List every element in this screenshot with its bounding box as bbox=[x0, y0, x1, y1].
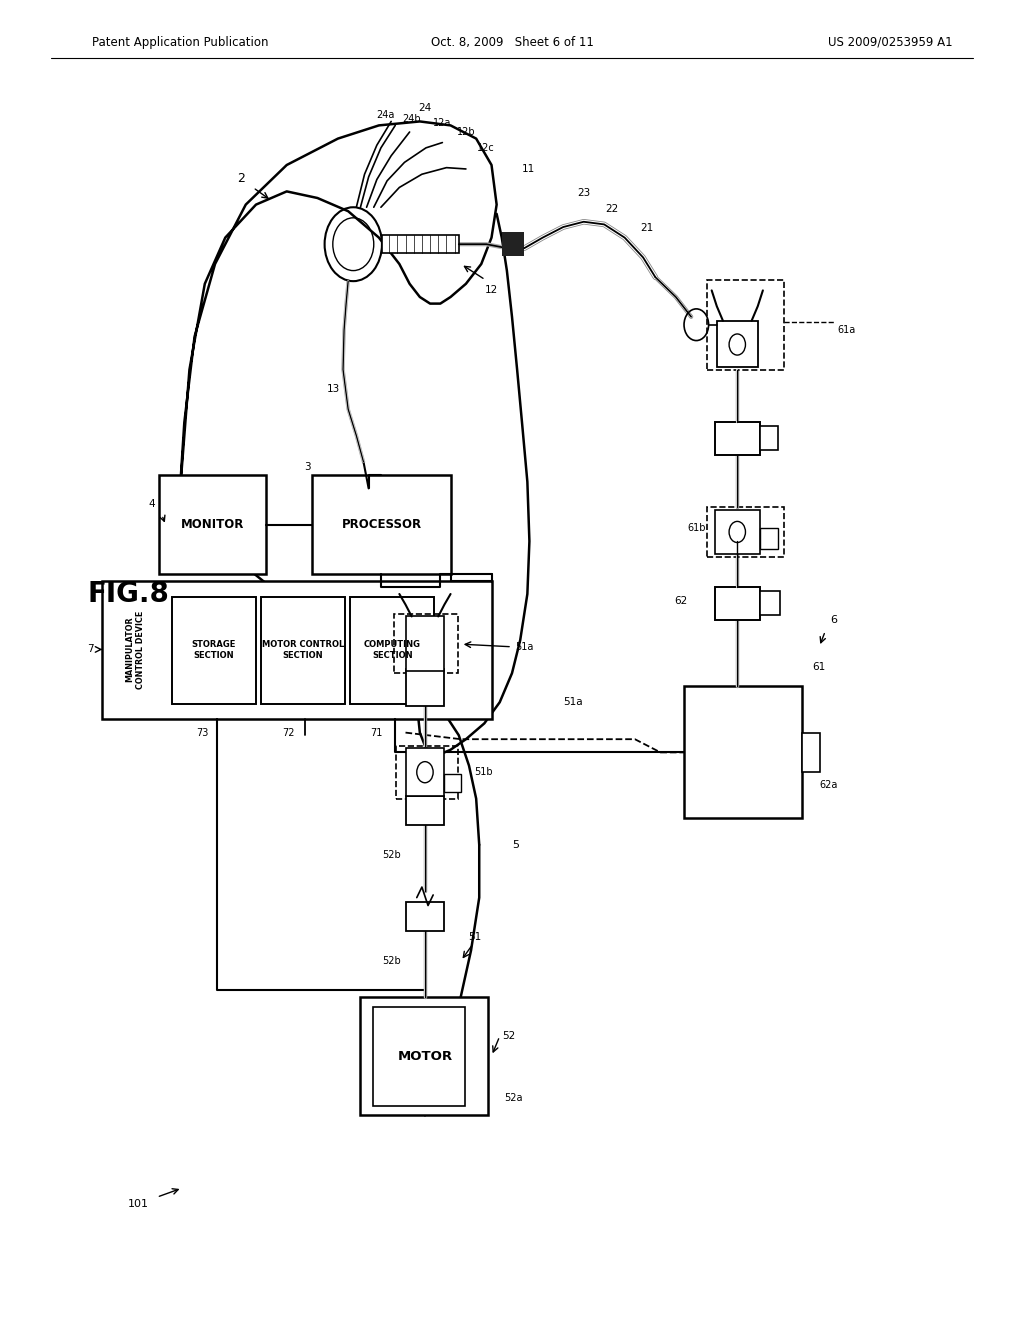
Text: 13: 13 bbox=[328, 384, 340, 395]
Bar bbox=[394, 614, 458, 673]
Bar bbox=[760, 426, 778, 450]
Text: 12: 12 bbox=[485, 285, 498, 296]
Text: 52b: 52b bbox=[383, 956, 401, 966]
Text: 73: 73 bbox=[197, 727, 209, 738]
Text: 22: 22 bbox=[606, 203, 618, 214]
Bar bbox=[406, 616, 444, 671]
Text: 62: 62 bbox=[675, 595, 687, 606]
Text: 5: 5 bbox=[512, 840, 519, 850]
Text: MONITOR: MONITOR bbox=[181, 519, 244, 531]
Bar bbox=[360, 997, 488, 1115]
Text: 62a: 62a bbox=[819, 780, 838, 791]
Bar bbox=[406, 748, 444, 796]
Text: 12c: 12c bbox=[476, 143, 495, 153]
Text: 3: 3 bbox=[304, 462, 310, 473]
Text: 23: 23 bbox=[578, 187, 590, 198]
Bar bbox=[261, 597, 345, 704]
Bar bbox=[444, 774, 461, 792]
Bar bbox=[159, 475, 266, 574]
Bar bbox=[760, 591, 780, 615]
Bar bbox=[715, 510, 760, 554]
Text: 24b: 24b bbox=[402, 114, 421, 124]
Bar bbox=[396, 746, 458, 799]
Text: 52a: 52a bbox=[504, 1093, 522, 1104]
Bar bbox=[373, 1007, 465, 1106]
Text: 51a: 51a bbox=[515, 642, 534, 652]
Text: 4: 4 bbox=[148, 499, 155, 510]
Bar bbox=[102, 581, 492, 719]
Text: 51a: 51a bbox=[563, 697, 584, 708]
Text: PROCESSOR: PROCESSOR bbox=[341, 519, 422, 531]
Text: COMPUTING
SECTION: COMPUTING SECTION bbox=[364, 640, 421, 660]
Bar bbox=[707, 280, 784, 370]
Text: FIG.8: FIG.8 bbox=[87, 579, 169, 609]
Text: 51b: 51b bbox=[474, 767, 493, 777]
Text: 12b: 12b bbox=[457, 127, 475, 137]
Bar bbox=[684, 686, 802, 818]
Bar bbox=[802, 733, 820, 772]
Bar bbox=[760, 528, 778, 549]
Text: 52: 52 bbox=[502, 1031, 515, 1041]
Bar bbox=[382, 235, 459, 253]
Bar bbox=[502, 232, 524, 256]
Bar bbox=[406, 669, 444, 706]
Text: 61a: 61a bbox=[838, 325, 856, 335]
Bar bbox=[715, 587, 760, 620]
Text: 11: 11 bbox=[522, 164, 535, 174]
Text: 61b: 61b bbox=[687, 523, 706, 533]
Bar bbox=[717, 321, 758, 367]
Text: 72: 72 bbox=[283, 727, 295, 738]
Text: MOTOR CONTROL
SECTION: MOTOR CONTROL SECTION bbox=[262, 640, 344, 660]
Bar bbox=[406, 902, 444, 931]
Text: MANIPULATOR
CONTROL DEVICE: MANIPULATOR CONTROL DEVICE bbox=[126, 610, 144, 689]
Text: 24: 24 bbox=[419, 103, 431, 114]
Text: Oct. 8, 2009   Sheet 6 of 11: Oct. 8, 2009 Sheet 6 of 11 bbox=[430, 36, 594, 49]
Text: 12a: 12a bbox=[433, 117, 452, 128]
Bar bbox=[172, 597, 256, 704]
Bar bbox=[715, 422, 760, 455]
Text: 52b: 52b bbox=[383, 850, 401, 861]
Text: STORAGE
SECTION: STORAGE SECTION bbox=[191, 640, 237, 660]
Text: 51: 51 bbox=[468, 932, 481, 942]
Text: MOTOR: MOTOR bbox=[397, 1049, 453, 1063]
Bar bbox=[350, 597, 434, 704]
Bar bbox=[312, 475, 451, 574]
Text: 101: 101 bbox=[128, 1199, 148, 1209]
Text: 71: 71 bbox=[371, 727, 383, 738]
Text: 2: 2 bbox=[237, 172, 245, 185]
Text: 7: 7 bbox=[87, 644, 93, 655]
Text: 6: 6 bbox=[830, 615, 837, 626]
Text: 61: 61 bbox=[813, 661, 825, 672]
Text: Patent Application Publication: Patent Application Publication bbox=[92, 36, 268, 49]
Bar bbox=[406, 796, 444, 825]
Text: 24a: 24a bbox=[376, 110, 394, 120]
Text: 21: 21 bbox=[641, 223, 653, 234]
Bar bbox=[707, 507, 784, 557]
Text: US 2009/0253959 A1: US 2009/0253959 A1 bbox=[827, 36, 952, 49]
